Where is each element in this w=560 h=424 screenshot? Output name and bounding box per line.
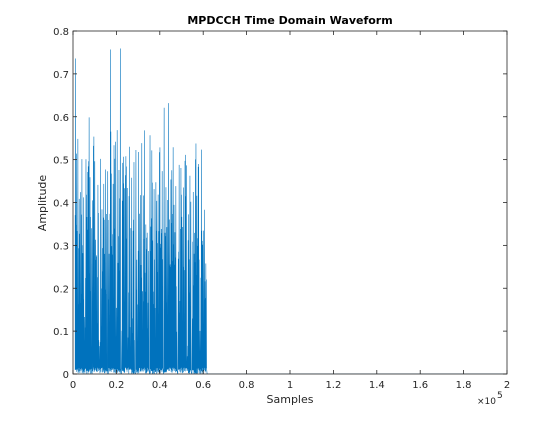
x-tick-label: 0 — [70, 380, 76, 391]
x-tick-label: 2 — [504, 380, 510, 391]
x-tick-label: 1.6 — [412, 380, 428, 391]
x-axis-exponent: ×10 5 — [477, 391, 503, 407]
series-line-waveform — [74, 48, 507, 374]
x-axis-exponent-base: ×10 — [477, 397, 496, 407]
x-tick-label: 0.4 — [152, 380, 168, 391]
y-tick-label: 0.4 — [53, 199, 69, 210]
y-tick-label: 0 — [63, 370, 69, 381]
x-tick-label: 0.8 — [239, 380, 255, 391]
y-tick-label: 0.2 — [53, 284, 69, 295]
x-axis-exponent-power: 5 — [497, 391, 503, 401]
x-tick-label: 1 — [287, 380, 293, 391]
x-tick-label: 0.6 — [195, 380, 211, 391]
x-tick-label: 0.2 — [108, 380, 124, 391]
x-axis-label: Samples — [267, 393, 314, 406]
x-tick-label: 1.4 — [369, 380, 385, 391]
y-tick-label: 0.6 — [53, 113, 69, 124]
y-tick-label: 0.5 — [53, 156, 69, 167]
y-tick-label: 0.7 — [53, 70, 69, 81]
x-tick-label: 1.2 — [325, 380, 341, 391]
y-tick-label: 0.8 — [53, 27, 69, 38]
y-axis-label: Amplitude — [36, 175, 49, 232]
plot-area: 0 0.2 0.4 0.6 0.8 1 1.2 1.4 1.6 1.8 2 0 0.1 0.2 0.3 0.4… — [53, 27, 510, 391]
y-tick-label: 0.1 — [53, 327, 69, 338]
x-tick-label: 1.8 — [456, 380, 472, 391]
y-tick-label: 0.3 — [53, 241, 69, 252]
chart-title: MPDCCH Time Domain Waveform — [187, 14, 392, 27]
